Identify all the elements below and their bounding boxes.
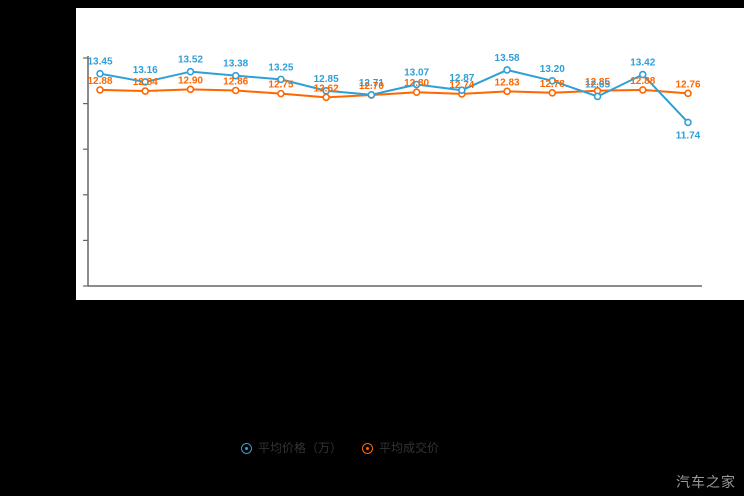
- series-line-avg-price: [99, 68, 689, 124]
- data-point-avg-price[interactable]: [322, 86, 330, 95]
- data-point-avg-deal[interactable]: [186, 85, 195, 94]
- legend-marker-orange-icon: [362, 442, 373, 454]
- data-point-avg-deal[interactable]: [412, 88, 421, 96]
- data-point-avg-deal[interactable]: [322, 93, 330, 102]
- watermark: 汽车之家: [676, 474, 736, 490]
- data-label-avg-price: 13.38: [223, 59, 248, 70]
- data-label-avg-price: 13.25: [268, 62, 293, 73]
- data-label-avg-deal: 12.74: [449, 80, 474, 91]
- data-label-avg-deal: 12.85: [585, 77, 610, 88]
- data-label-avg-price: 13.07: [404, 68, 429, 79]
- data-label-avg-deal: 12.76: [675, 79, 700, 90]
- legend-marker-orange-dot-icon: [366, 446, 369, 450]
- data-point-avg-price[interactable]: [367, 90, 376, 99]
- data-point-avg-price[interactable]: [638, 70, 647, 79]
- data-point-avg-deal[interactable]: [548, 88, 557, 97]
- data-label-avg-price: 11.74: [676, 130, 701, 141]
- data-point-avg-deal[interactable]: [638, 86, 647, 94]
- data-label-avg-deal: 12.75: [268, 80, 293, 91]
- data-label-avg-deal: 12.70: [359, 81, 384, 92]
- data-point-avg-price[interactable]: [96, 69, 104, 78]
- data-point-avg-deal[interactable]: [231, 86, 240, 95]
- data-point-avg-price[interactable]: [503, 66, 511, 74]
- plot-panel: [76, 8, 744, 300]
- data-label-avg-deal: 12.88: [87, 76, 112, 87]
- data-label-avg-price: 12.65: [585, 79, 610, 90]
- data-label-avg-deal: 12.90: [178, 75, 203, 86]
- series-line-avg-deal: [99, 88, 689, 99]
- data-label-avg-price: 13.20: [540, 64, 565, 75]
- data-point-avg-price[interactable]: [231, 71, 240, 80]
- data-point-avg-deal[interactable]: [96, 86, 104, 94]
- data-label-avg-deal: 12.88: [630, 76, 655, 87]
- data-point-avg-price[interactable]: [458, 86, 466, 95]
- data-label-avg-price: 12.71: [359, 78, 384, 89]
- legend-marker-blue-icon: [240, 442, 252, 454]
- data-point-avg-price[interactable]: [277, 75, 285, 84]
- data-label-avg-price: 12.87: [449, 73, 474, 84]
- data-point-avg-price[interactable]: [412, 80, 421, 89]
- data-label-avg-deal: 12.84: [133, 77, 158, 88]
- data-label-avg-deal: 12.86: [223, 76, 248, 87]
- legend-item-avg-price[interactable]: 平均价格（万）: [240, 441, 342, 455]
- data-label-avg-price: 13.58: [495, 53, 520, 64]
- data-label-avg-price: 13.52: [178, 55, 203, 66]
- data-point-avg-deal[interactable]: [141, 87, 150, 95]
- data-label-avg-price: 12.85: [314, 74, 339, 85]
- chart-legend: 平均价格（万） 平均成交价: [0, 442, 680, 454]
- data-point-avg-deal[interactable]: [684, 89, 692, 98]
- data-label-avg-deal: 12.62: [314, 83, 339, 94]
- legend-label-avg-deal: 平均成交价: [379, 441, 440, 455]
- data-label-avg-deal: 12.80: [404, 78, 429, 89]
- data-point-avg-price[interactable]: [548, 77, 557, 85]
- legend-marker-blue-dot-icon: [244, 446, 248, 450]
- data-label-avg-deal: 12.78: [540, 79, 565, 90]
- data-label-avg-price: 13.45: [87, 57, 112, 68]
- data-label-avg-deal: 12.83: [495, 77, 520, 88]
- data-point-avg-price[interactable]: [593, 92, 602, 101]
- data-point-avg-deal[interactable]: [277, 89, 285, 98]
- data-label-avg-price: 13.16: [133, 65, 158, 76]
- legend-item-avg-deal[interactable]: 平均成交价: [362, 442, 439, 454]
- legend-label-avg-price: 平均价格（万）: [257, 441, 342, 455]
- data-point-avg-price[interactable]: [684, 118, 692, 127]
- data-point-avg-price[interactable]: [141, 78, 150, 86]
- data-label-avg-price: 13.42: [630, 58, 655, 69]
- data-point-avg-price[interactable]: [186, 67, 195, 76]
- data-point-avg-deal[interactable]: [503, 87, 511, 96]
